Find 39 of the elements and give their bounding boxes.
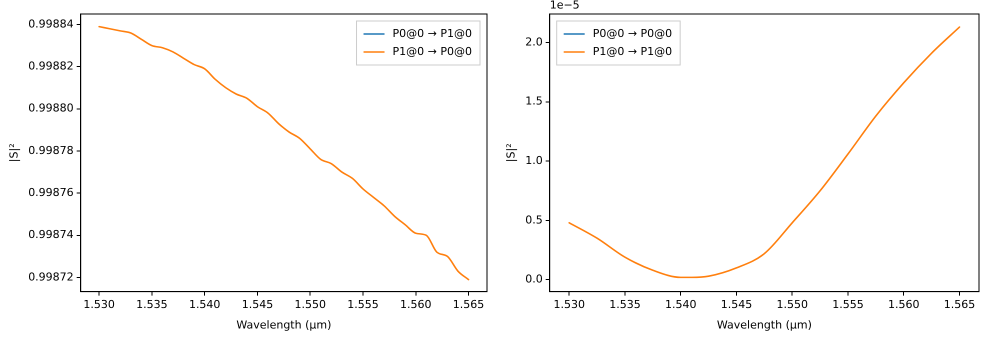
x-tick-label: 1.535 <box>136 298 168 312</box>
x-tick-label: 1.560 <box>400 298 432 312</box>
x-tick-label: 1.540 <box>664 298 696 312</box>
y-tick-label: 0.99874 <box>28 228 74 242</box>
y-tick-label: 2.0 <box>525 35 543 48</box>
x-tick-label: 1.555 <box>832 298 864 312</box>
x-tick-label: 1.550 <box>294 298 326 312</box>
line-series <box>568 26 960 278</box>
x-tick-label: 1.565 <box>944 298 976 312</box>
y-tick-label: 0.99882 <box>28 60 74 73</box>
y-tick-label: 0.99884 <box>28 17 74 30</box>
y-axis-title: |S|² <box>504 143 518 162</box>
y-tick-label: 0.99878 <box>28 144 74 157</box>
y-tick-label: 0.5 <box>525 213 543 226</box>
text: 1e−5 <box>550 0 580 12</box>
x-tick-label: 1.545 <box>720 298 752 312</box>
line-series <box>98 26 470 280</box>
x-tick-label: 1.530 <box>83 298 115 312</box>
x-axis-title: Wavelength (µm) <box>236 318 332 332</box>
x-tick-label: 1.545 <box>242 298 274 312</box>
legend-label: P0@0 → P1@0 <box>392 26 472 40</box>
y-tick-label: 0.99872 <box>28 270 74 284</box>
x-axis-title: Wavelength (µm) <box>716 318 812 332</box>
x-tick-label: 1.565 <box>452 298 484 312</box>
y-tick-label: 1.5 <box>525 94 543 108</box>
y-tick-label: 0.99880 <box>28 102 74 115</box>
y-axis-title: |S|² <box>7 143 20 162</box>
y-tick-label: 1.0 <box>525 154 543 167</box>
x-tick-label: 1.540 <box>188 298 220 312</box>
legend-label: P0@0 → P0@0 <box>592 26 672 40</box>
y-tick-label: 0.0 <box>525 272 543 286</box>
x-tick-label: 1.555 <box>347 298 379 312</box>
x-tick-label: 1.550 <box>776 298 808 312</box>
y-tick-label: 0.99876 <box>28 186 74 200</box>
x-tick-label: 1.560 <box>888 298 920 312</box>
x-tick-label: 1.530 <box>553 298 585 312</box>
legend-label: P1@0 → P1@0 <box>592 44 672 58</box>
x-tick-label: 1.535 <box>609 298 641 312</box>
legend-label: P1@0 → P0@0 <box>392 44 472 58</box>
